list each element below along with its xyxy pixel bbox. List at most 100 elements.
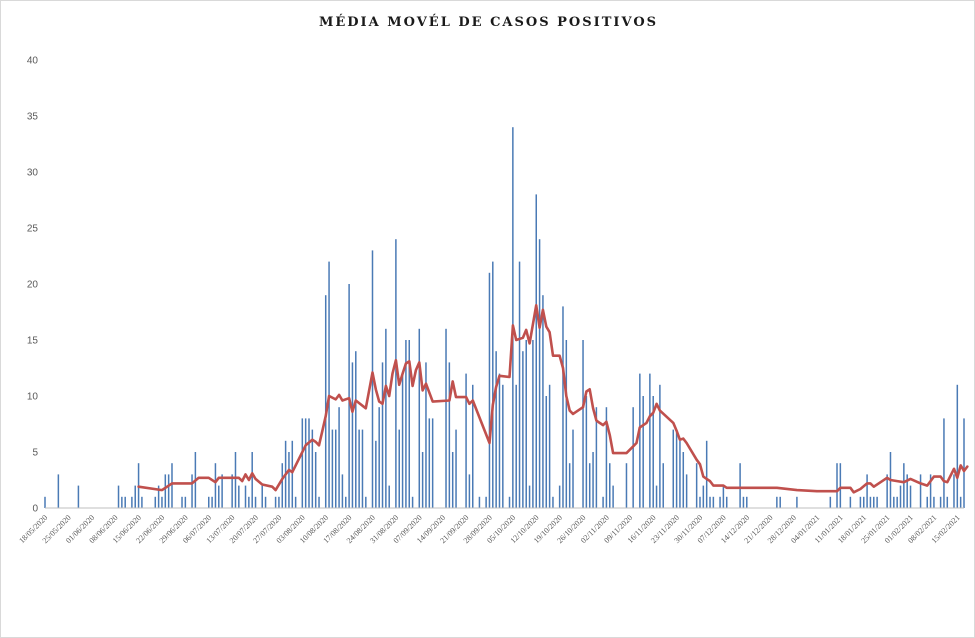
bar xyxy=(141,496,143,508)
bar xyxy=(278,496,280,508)
bar xyxy=(184,496,187,508)
bar xyxy=(562,306,564,508)
bar xyxy=(44,496,46,508)
y-tick-label: 20 xyxy=(27,280,39,291)
bar xyxy=(522,351,524,508)
bar xyxy=(181,496,183,508)
bar xyxy=(552,496,554,508)
bar xyxy=(478,496,481,508)
bar xyxy=(893,496,895,508)
bar xyxy=(234,452,237,508)
bar xyxy=(959,496,962,508)
bar xyxy=(719,496,721,508)
y-tick-label: 35 xyxy=(27,112,39,123)
bar xyxy=(334,429,337,508)
bar xyxy=(886,474,888,508)
y-tick-label: 10 xyxy=(27,392,39,403)
bar xyxy=(492,261,494,508)
bar xyxy=(558,485,561,508)
bar xyxy=(191,474,193,508)
bar xyxy=(682,452,685,508)
bar xyxy=(124,496,126,508)
bar xyxy=(378,407,380,508)
bar xyxy=(331,429,334,508)
bar xyxy=(515,384,517,508)
bar xyxy=(421,452,424,508)
y-tick-label: 25 xyxy=(27,224,39,235)
bar xyxy=(548,384,551,508)
bar xyxy=(308,418,310,508)
bar xyxy=(117,485,120,508)
bar xyxy=(328,261,330,508)
bar xyxy=(535,194,537,508)
bar xyxy=(625,463,628,508)
bar xyxy=(495,351,497,508)
bar xyxy=(742,496,745,508)
bar xyxy=(472,384,474,508)
bar xyxy=(261,485,263,508)
bar xyxy=(418,328,421,508)
bar xyxy=(355,351,357,508)
bar xyxy=(585,396,588,508)
bar xyxy=(314,452,317,508)
bar xyxy=(953,474,955,508)
bar xyxy=(57,474,60,508)
bar xyxy=(425,362,427,508)
chart-title: MÉDIA MOVÉL DE CASOS POSITIVOS xyxy=(318,15,659,30)
bar xyxy=(405,340,407,508)
bar xyxy=(612,485,614,508)
bar xyxy=(725,496,728,508)
bar xyxy=(652,396,654,508)
bar xyxy=(318,496,320,508)
bar xyxy=(568,463,571,508)
bar xyxy=(632,407,634,508)
bar xyxy=(739,463,741,508)
y-tick-label: 40 xyxy=(27,56,39,67)
bar xyxy=(428,418,431,508)
bar xyxy=(498,373,501,508)
bar xyxy=(746,496,748,508)
bar xyxy=(679,440,681,508)
bar xyxy=(542,295,544,508)
bar xyxy=(134,485,136,508)
bar xyxy=(345,496,347,508)
bar xyxy=(779,496,781,508)
bar xyxy=(776,496,778,508)
bar xyxy=(171,463,173,508)
bar xyxy=(956,384,959,508)
bar xyxy=(304,418,307,508)
bar xyxy=(288,452,290,508)
bar xyxy=(431,418,434,508)
bar xyxy=(869,496,872,508)
bar xyxy=(375,440,377,508)
bar xyxy=(849,496,852,508)
bar xyxy=(712,496,715,508)
bar xyxy=(488,272,491,508)
bar xyxy=(699,496,701,508)
bar xyxy=(919,474,922,508)
bar xyxy=(451,452,454,508)
bar xyxy=(214,463,217,508)
moving-average-line xyxy=(137,304,969,494)
y-tick-label: 5 xyxy=(32,448,38,459)
bar xyxy=(358,429,360,508)
bar xyxy=(131,496,133,508)
bar xyxy=(565,340,568,508)
bar xyxy=(264,496,267,508)
bar xyxy=(161,496,163,508)
bar xyxy=(866,474,868,508)
bar xyxy=(411,496,414,508)
bar xyxy=(381,362,384,508)
bar xyxy=(311,429,314,508)
bar xyxy=(672,429,675,508)
bar xyxy=(899,485,902,508)
bar xyxy=(572,429,574,508)
bar xyxy=(231,474,233,508)
bar xyxy=(502,384,504,508)
bar xyxy=(455,429,457,508)
bar xyxy=(167,474,170,508)
bar xyxy=(254,496,257,508)
bar xyxy=(943,418,945,508)
